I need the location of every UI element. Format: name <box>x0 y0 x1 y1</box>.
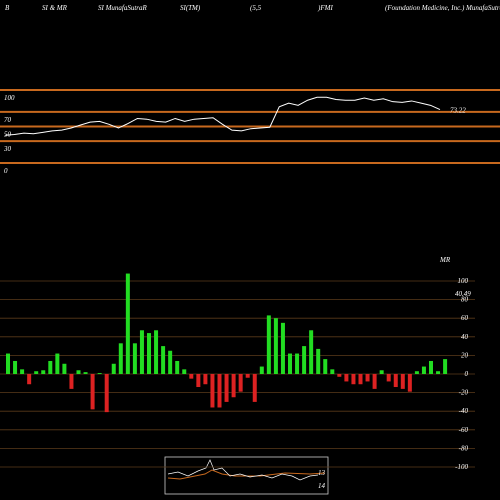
y-tick-label: 70 <box>4 116 12 124</box>
bar <box>288 353 292 374</box>
bar <box>386 374 391 382</box>
y-tick-label: 30 <box>3 145 12 153</box>
bar <box>69 374 74 389</box>
bar <box>344 374 349 382</box>
y-tick-label: 0 <box>4 167 8 175</box>
header-text: (Foundation Medicine, Inc.) MunafaSutra <box>385 4 500 12</box>
bar <box>34 371 39 374</box>
bar <box>393 374 398 388</box>
header-text: (5,5 <box>250 4 262 12</box>
y-tick-label: -60 <box>459 426 469 434</box>
bar <box>309 330 314 374</box>
bar <box>90 374 95 410</box>
bar <box>259 366 264 374</box>
last-value-label: 73.22 <box>450 107 466 115</box>
bar <box>13 360 18 374</box>
bar <box>365 374 370 382</box>
bar <box>189 374 194 379</box>
bar <box>372 374 377 389</box>
bar <box>104 374 109 413</box>
mini-label: 14 <box>318 482 326 490</box>
bar <box>330 369 335 374</box>
bar <box>41 370 46 374</box>
bar <box>139 330 144 374</box>
y-tick-label: 40 <box>461 333 469 341</box>
bar <box>20 369 25 374</box>
header-text: SI MunafaSutraR <box>98 4 148 12</box>
mini-chart-line <box>167 469 326 480</box>
bar <box>407 374 412 392</box>
bar <box>125 273 130 374</box>
bar <box>421 366 426 374</box>
bar <box>168 350 173 374</box>
bar <box>379 370 384 374</box>
bar <box>337 374 342 377</box>
bar <box>358 374 363 385</box>
bar <box>436 371 441 374</box>
bar <box>429 360 433 374</box>
y-tick-label: 80 <box>461 296 469 304</box>
bar <box>55 353 60 374</box>
y-tick-label: 100 <box>4 94 15 102</box>
rsi-line <box>4 96 441 136</box>
bar <box>97 373 102 374</box>
bar <box>443 359 448 374</box>
bar <box>118 343 123 374</box>
y-tick-label: -100 <box>455 463 468 471</box>
mini-chart-series <box>167 459 319 481</box>
y-tick-label: 100 <box>458 277 469 285</box>
mini-chart-frame <box>164 456 329 495</box>
bar <box>245 374 250 378</box>
bar <box>231 374 236 398</box>
y-tick-label: 50 <box>4 131 12 139</box>
bar <box>280 322 285 374</box>
bar <box>266 315 271 374</box>
bar <box>295 353 300 374</box>
header: B SI & MR SI MunafaSutraR SI(TM) (5,5 )FMI (Fo… <box>5 4 500 12</box>
bar <box>154 330 159 374</box>
bar <box>302 346 307 374</box>
bar <box>203 374 208 385</box>
annotation: 40.49 <box>455 290 471 298</box>
header-text: B <box>5 4 10 12</box>
bar <box>196 374 201 388</box>
header-text: )FMI <box>317 4 333 12</box>
bar <box>414 371 419 374</box>
bar <box>273 318 278 374</box>
bar <box>210 374 215 408</box>
bar <box>161 346 166 374</box>
bar <box>111 363 116 374</box>
y-tick-label: -40 <box>459 407 469 415</box>
chart-title: MR <box>439 256 451 264</box>
bar <box>147 333 151 374</box>
bar <box>76 370 81 374</box>
bar <box>238 374 243 392</box>
bar <box>400 374 405 389</box>
bar <box>351 374 356 385</box>
y-tick-label: 20 <box>461 351 469 359</box>
bar <box>175 360 180 374</box>
bar <box>62 363 67 374</box>
bar <box>323 359 328 374</box>
mini-label: 13 <box>318 469 326 477</box>
bar <box>316 348 321 374</box>
bar <box>83 372 88 374</box>
header-text: SI(TM) <box>180 4 201 12</box>
y-tick-label: -20 <box>459 389 469 397</box>
bar <box>6 353 10 374</box>
header-text: SI & MR <box>42 4 68 12</box>
bar <box>252 374 257 402</box>
y-tick-label: -80 <box>459 444 469 452</box>
bar <box>132 343 137 374</box>
bar <box>27 374 32 385</box>
y-tick-label: 0 <box>465 370 469 378</box>
bar <box>217 374 222 408</box>
bar <box>182 369 187 374</box>
bar <box>48 360 53 374</box>
bar <box>224 374 229 402</box>
y-tick-label: 60 <box>461 314 469 322</box>
